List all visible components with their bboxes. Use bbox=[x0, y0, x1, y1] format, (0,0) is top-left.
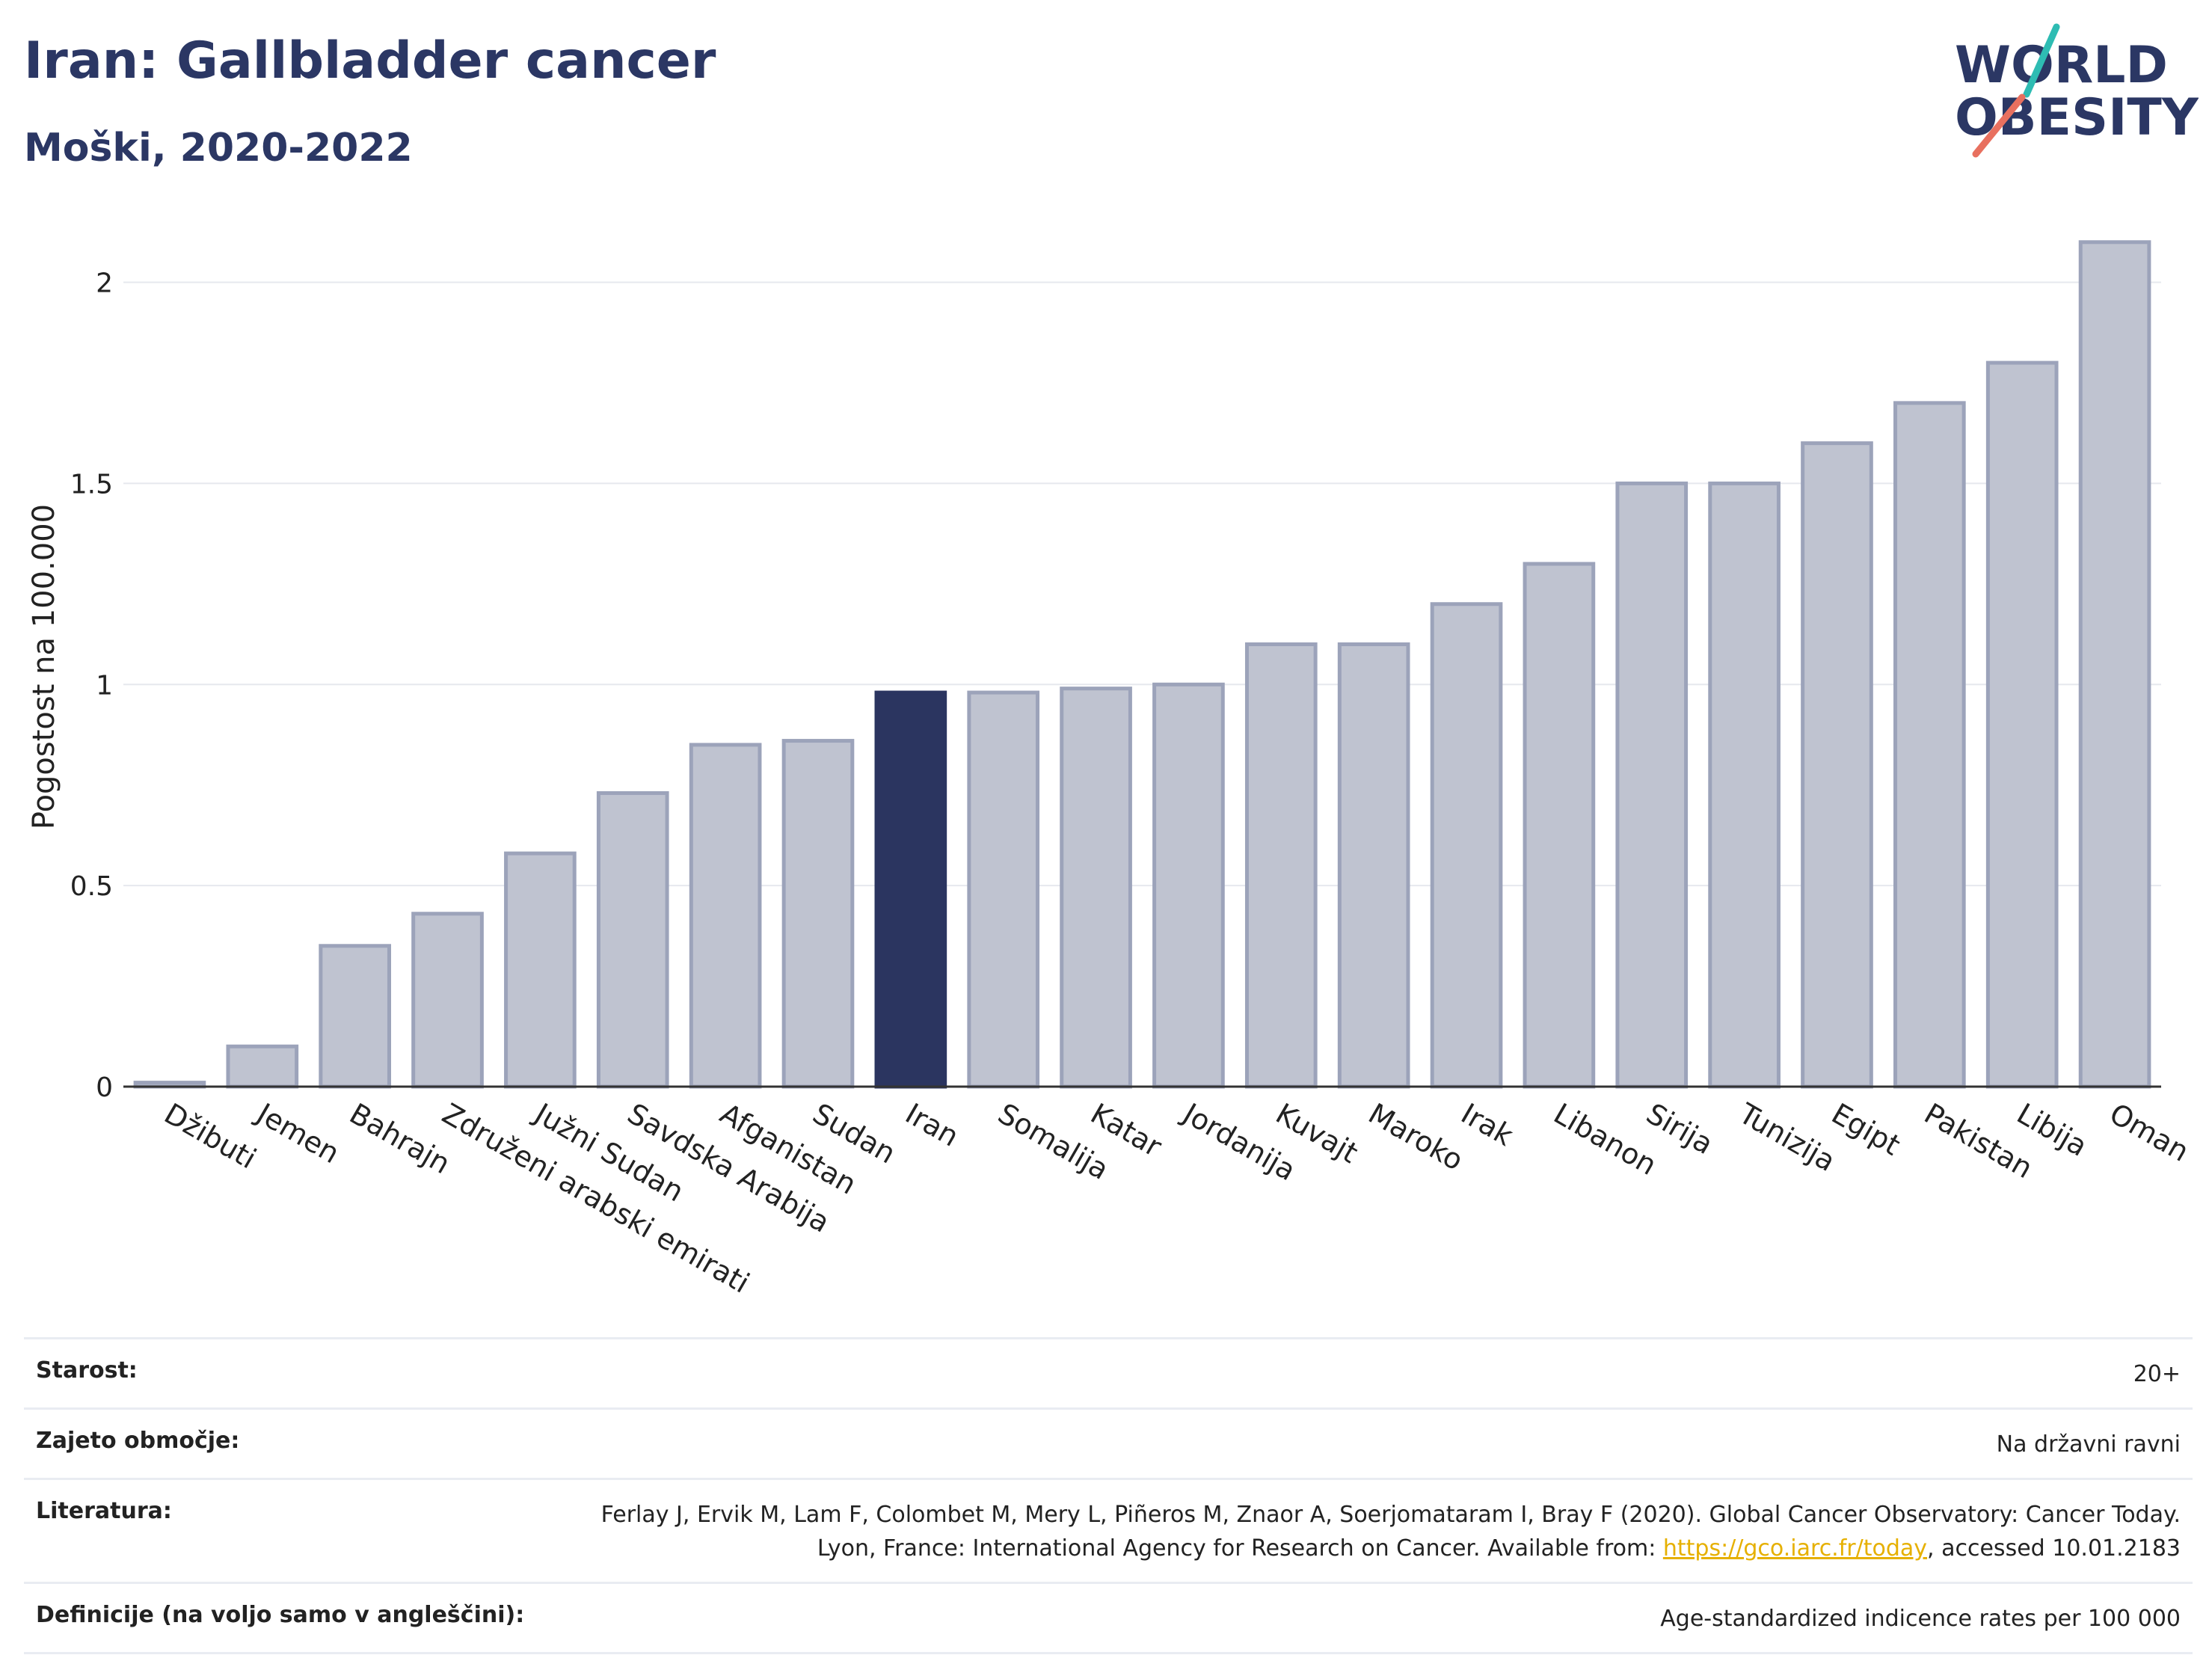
x-tick-label: Bahrajn bbox=[344, 1097, 455, 1181]
x-tick-label: Maroko bbox=[1363, 1097, 1469, 1177]
logo-slash-teal bbox=[2023, 23, 2060, 98]
coverage-value: Na državni ravni bbox=[1996, 1431, 2181, 1458]
bar-18 bbox=[1801, 441, 1873, 1089]
y-tick-label: 0.5 bbox=[70, 871, 113, 902]
definitions-label: Definicije (na voljo samo v angleščini): bbox=[36, 1602, 525, 1628]
y-tick-label: 1 bbox=[96, 670, 113, 701]
logo-text-world: WORLD bbox=[1955, 36, 2168, 95]
reference-link[interactable]: https://gco.iarc.fr/today bbox=[1662, 1535, 1928, 1562]
bar-4 bbox=[504, 851, 577, 1089]
x-tick-label: Libanon bbox=[1548, 1097, 1662, 1182]
bar-9 bbox=[967, 690, 1040, 1089]
bar-5 bbox=[596, 790, 669, 1089]
bar-1 bbox=[226, 1044, 299, 1089]
y-axis-label: Pogostost na 100.000 bbox=[27, 504, 61, 829]
world-obesity-logo: WORLD OBESITY bbox=[1955, 23, 2199, 158]
y-tick-labels: 0 0.5 1 1.5 2 bbox=[70, 268, 113, 1103]
bar-8 bbox=[874, 690, 947, 1089]
y-tick-label: 1.5 bbox=[70, 469, 113, 500]
bars bbox=[133, 240, 2151, 1089]
bar-11 bbox=[1152, 682, 1225, 1089]
info-row-reference: Literatura: Ferlay J, Ervik M, Lam F, Co… bbox=[24, 1478, 2193, 1582]
x-tick-label: Iran bbox=[900, 1097, 964, 1153]
bar-17 bbox=[1708, 481, 1781, 1089]
x-tick-label: Irak bbox=[1456, 1097, 1519, 1152]
y-tick-label: 0 bbox=[96, 1072, 113, 1103]
reference-value: Ferlay J, Ervik M, Lam F, Colombet M, Me… bbox=[535, 1498, 2181, 1565]
reference-accessed: , accessed 10.01.2183 bbox=[1927, 1535, 2181, 1562]
bar-21 bbox=[2078, 240, 2151, 1089]
age-label: Starost: bbox=[36, 1357, 138, 1384]
bar-10 bbox=[1060, 687, 1132, 1089]
logo-slash-coral bbox=[1972, 93, 2026, 158]
bar-16 bbox=[1615, 481, 1689, 1089]
x-tick-label: Tunizija bbox=[1733, 1096, 1841, 1178]
x-tick-label: Jemen bbox=[251, 1096, 345, 1170]
bar-7 bbox=[781, 739, 855, 1089]
bar-14 bbox=[1430, 602, 1503, 1089]
bar-2 bbox=[319, 944, 391, 1089]
info-row-coverage: Zajeto območje: Na državni ravni bbox=[24, 1407, 2193, 1478]
age-value: 20+ bbox=[2133, 1361, 2181, 1387]
bar-12 bbox=[1244, 642, 1318, 1089]
x-tick-label: Džibuti bbox=[159, 1097, 262, 1176]
info-row-definitions: Definicije (na voljo samo v angleščini):… bbox=[24, 1582, 2193, 1654]
page-title: Iran: Gallbladder cancer bbox=[24, 31, 716, 90]
y-tick-label: 2 bbox=[96, 268, 113, 299]
page-subtitle: Moški, 2020-2022 bbox=[24, 126, 413, 171]
reference-text: Ferlay J, Ervik M, Lam F, Colombet M, Me… bbox=[600, 1502, 2181, 1562]
bar-6 bbox=[689, 743, 762, 1089]
x-tick-label: Oman bbox=[2104, 1097, 2195, 1168]
logo-text-obesity: OBESITY bbox=[1955, 88, 2199, 147]
coverage-label: Zajeto območje: bbox=[36, 1428, 240, 1454]
info-row-age: Starost: 20+ bbox=[24, 1337, 2193, 1407]
bar-19 bbox=[1893, 401, 1966, 1089]
bar-15 bbox=[1523, 562, 1596, 1089]
bar-3 bbox=[411, 912, 484, 1089]
definitions-value: Age-standardized indicence rates per 100… bbox=[1660, 1606, 2181, 1632]
reference-label: Literatura: bbox=[36, 1498, 172, 1524]
info-table: Starost: 20+ Zajeto območje: Na državni … bbox=[24, 1337, 2193, 1654]
bar-13 bbox=[1337, 642, 1410, 1089]
bar-20 bbox=[1985, 360, 2059, 1089]
